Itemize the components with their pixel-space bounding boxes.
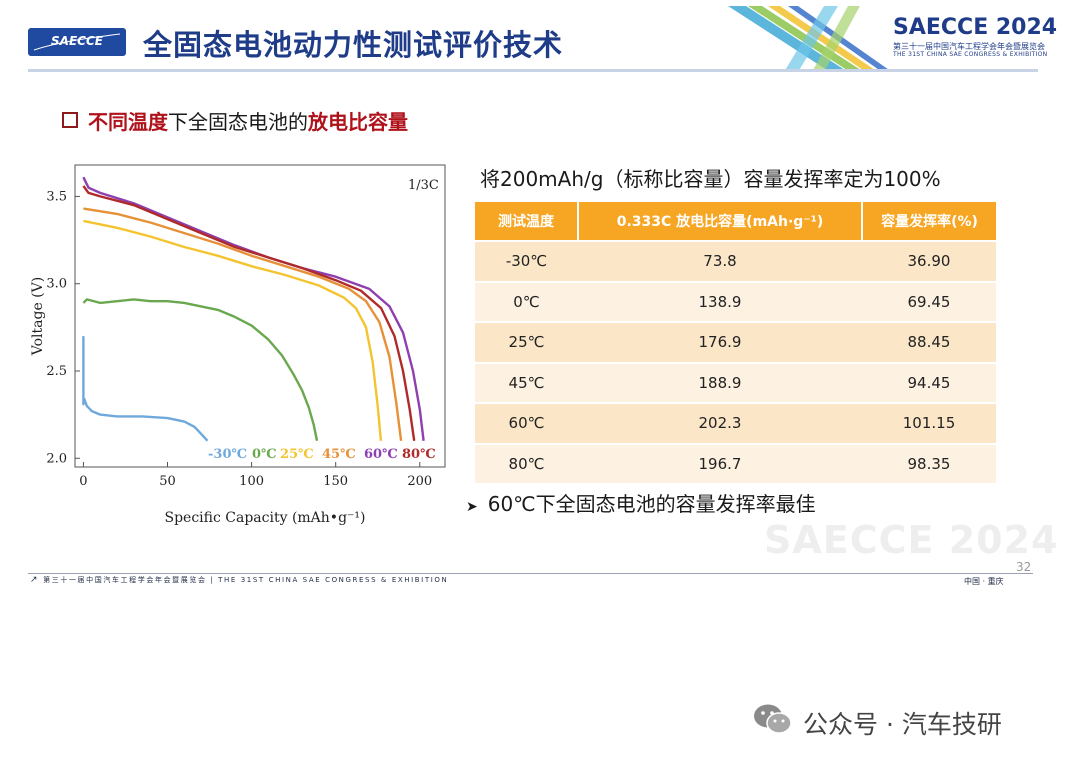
cell-utilization: 36.90 [862, 240, 996, 282]
section-subtitle: 不同温度下全固态电池的放电比容量 [62, 106, 408, 135]
legend-entry: 45℃ [322, 447, 356, 462]
cell-temperature: 45℃ [475, 361, 578, 403]
legend-entry: 60℃ [364, 447, 398, 462]
cell-capacity: 138.9 [578, 280, 862, 322]
legend-entry: -30℃ [208, 447, 247, 462]
page-number: 32 [1016, 560, 1032, 574]
brand-title: SAECCE 2024 [893, 15, 1058, 40]
header-utilization: 容量发挥率(%) [862, 202, 996, 241]
x-tick-label: 50 [159, 474, 176, 489]
series-line [82, 176, 425, 441]
header-divider [28, 69, 1038, 72]
footer-location: 中国 · 重庆 [964, 577, 1004, 586]
cell-utilization: 101.15 [862, 402, 996, 444]
arrow-bullet-icon: ➤ [466, 499, 478, 515]
footer-arrow-icon: ↗ [30, 575, 40, 585]
cell-temperature: 25℃ [475, 321, 578, 363]
cell-temperature: -30℃ [475, 240, 578, 282]
watermark: SAECCE 2024 [764, 518, 1059, 562]
table-row: -30℃ 73.8 36.90 [475, 240, 996, 282]
x-tick-label: 150 [323, 474, 348, 489]
legend-entry: 80℃ [402, 447, 436, 462]
capacity-table: 测试温度 0.333C 放电比容量(mAh·g⁻¹) 容量发挥率(%) -30℃… [475, 202, 996, 483]
legend-entry: 0℃ [252, 447, 277, 462]
cell-utilization: 94.45 [862, 361, 996, 403]
capacity-note: 将200mAh/g（标称比容量）容量发挥率定为100% [480, 167, 941, 191]
table-row: 45℃ 188.9 94.45 [475, 361, 996, 403]
table-row: 0℃ 138.9 69.45 [475, 280, 996, 322]
legend-entry: 25℃ [280, 447, 314, 462]
discharge-curve-chart: 0 50 100 150 200 2.0 2.5 3.0 3.5 1/3C Specific C… [30, 164, 446, 526]
table-header-row: 测试温度 0.333C 放电比容量(mAh·g⁻¹) 容量发挥率(%) [475, 202, 996, 241]
footer-text: ↗ 第三十一届中国汽车工程学会年会暨展览会 | THE 31ST CHINA SA… [30, 575, 448, 585]
plot-frame [74, 164, 446, 468]
brand-subtitle-cn: 第三十一届中国汽车工程学会年会暨展览会 [893, 42, 1045, 51]
tick-group: 0 50 100 150 200 2.0 2.5 3.0 3.5 [46, 189, 432, 489]
y-tick-label: 3.5 [46, 189, 67, 204]
wechat-icon [754, 704, 792, 734]
cell-capacity: 176.9 [578, 321, 862, 363]
table-row: 80℃ 196.7 98.35 [475, 442, 996, 483]
cell-capacity: 188.9 [578, 361, 862, 403]
decorative-stripes [728, 6, 892, 72]
series-group [82, 176, 425, 442]
cell-capacity: 202.3 [578, 402, 862, 444]
y-tick-label: 2.5 [46, 364, 67, 379]
logo-text: SAECCE [51, 34, 104, 48]
footer-divider [28, 573, 1033, 574]
series-line [82, 336, 209, 442]
footer-caption: 第三十一届中国汽车工程学会年会暨展览会 | THE 31ST CHINA SAE… [43, 576, 449, 584]
subtitle-middle: 下全固态电池的 [168, 110, 308, 134]
conclusion: ➤ 60℃下全固态电池的容量发挥率最佳 [466, 488, 816, 517]
cell-utilization: 98.35 [862, 442, 996, 483]
series-line [83, 207, 403, 441]
subtitle-highlight-temperature: 不同温度 [88, 110, 168, 134]
y-tick-label: 2.0 [46, 451, 67, 466]
page-title: 全固态电池动力性测试评价技术 [143, 28, 564, 62]
cell-temperature: 0℃ [475, 280, 578, 322]
cell-temperature: 60℃ [475, 402, 578, 444]
table-row: 60℃ 202.3 101.15 [475, 402, 996, 444]
header-temperature: 测试温度 [475, 202, 579, 241]
y-axis-label: Voltage (V) [30, 277, 46, 356]
cell-utilization: 88.45 [862, 321, 996, 363]
x-axis-label: Specific Capacity (mAh•g⁻¹) [164, 510, 365, 526]
checkbox-bullet-icon [62, 112, 78, 128]
cell-temperature: 80℃ [475, 442, 578, 483]
series-line [82, 298, 319, 442]
x-tick-label: 200 [407, 474, 432, 489]
wechat-account-label: 公众号 · 汽车技研 [803, 710, 1002, 739]
series-line [82, 185, 416, 441]
conclusion-text: 60℃下全固态电池的容量发挥率最佳 [487, 492, 816, 516]
x-tick-label: 100 [239, 474, 264, 489]
cell-capacity: 196.7 [578, 442, 862, 483]
header-capacity: 0.333C 放电比容量(mAh·g⁻¹) [578, 202, 863, 241]
chart-legend: -30℃ 0℃ 25℃ 45℃ 60℃ 80℃ [208, 447, 436, 462]
series-line [83, 219, 383, 441]
cell-utilization: 69.45 [862, 280, 996, 322]
cell-capacity: 73.8 [578, 240, 862, 282]
chart-annotation: 1/3C [408, 178, 439, 193]
table-row: 25℃ 176.9 88.45 [475, 321, 996, 363]
subtitle-highlight-capacity: 放电比容量 [308, 110, 408, 134]
brand-subtitle-en: THE 31ST CHINA SAE CONGRESS & EXHIBITION [893, 51, 1048, 58]
saecce-logo: SAECCE [28, 28, 126, 56]
x-tick-label: 0 [79, 474, 87, 489]
y-tick-label: 3.0 [46, 277, 67, 292]
